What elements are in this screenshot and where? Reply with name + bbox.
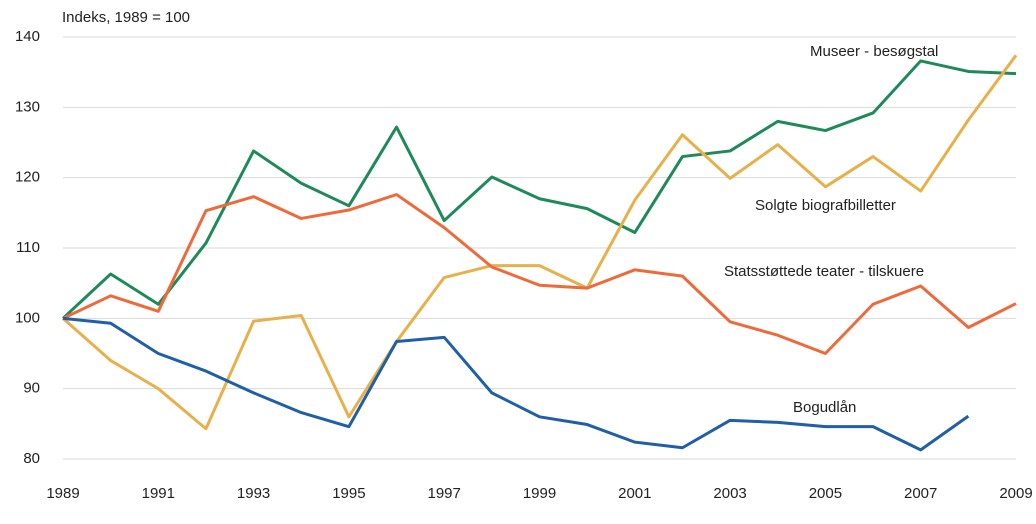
series-line (62, 193, 1017, 355)
series-label: Solgte biografbilletter (755, 197, 896, 214)
x-tick-label: 2007 (904, 485, 937, 502)
y-tick-label: 110 (16, 239, 40, 256)
y-tick-label: 100 (15, 309, 40, 326)
x-tick-label: 1991 (142, 485, 175, 502)
series-label: Bogudlån (793, 399, 856, 416)
x-tick-label: 2003 (713, 485, 746, 502)
x-tick-label: 1989 (46, 485, 79, 502)
y-tick-label: 140 (15, 28, 40, 45)
x-tick-label: 2005 (809, 485, 842, 502)
x-tick-label: 1993 (237, 485, 270, 502)
y-tick-label: 130 (15, 98, 40, 115)
x-tick-label: 1997 (428, 485, 461, 502)
x-tick-label: 2001 (618, 485, 651, 502)
x-tick-label: 1999 (523, 485, 556, 502)
x-tick-label: 1995 (332, 485, 365, 502)
series-line (61, 59, 1017, 320)
y-tick-label: 120 (15, 169, 40, 186)
y-tick-label: 80 (23, 450, 40, 467)
series-line (62, 316, 970, 452)
series-label: Statsstøttede teater - tilskuere (724, 263, 924, 280)
series-line (62, 54, 1018, 431)
y-tick-label: 90 (23, 380, 40, 397)
series-label: Museer - besøgstal (810, 43, 938, 60)
x-tick-label: 2009 (999, 485, 1032, 502)
y-axis-label: Indeks, 1989 = 100 (62, 9, 190, 26)
